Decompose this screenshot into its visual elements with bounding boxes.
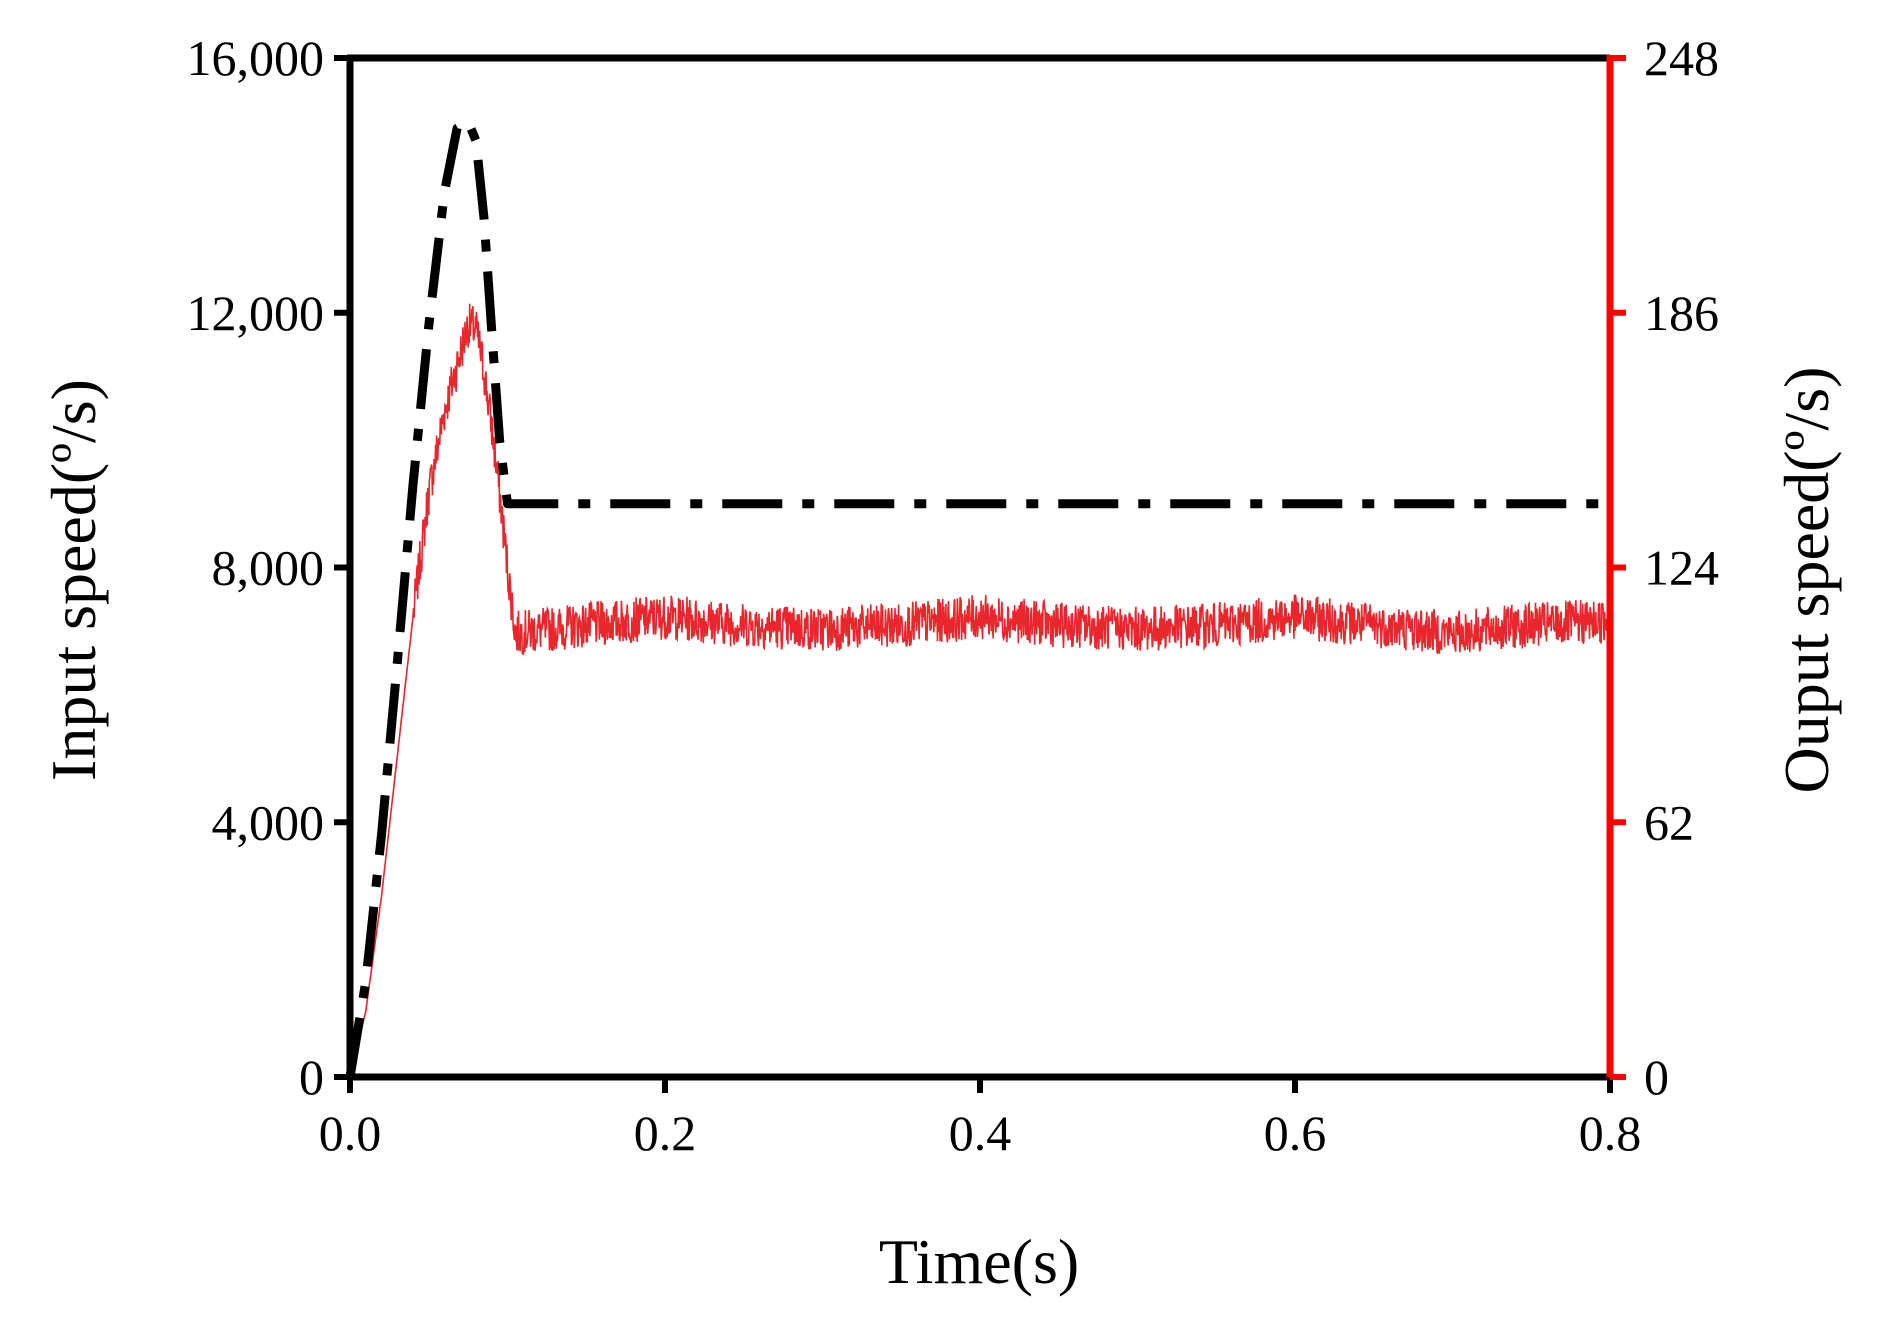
y-left-tick-label: 0: [299, 1049, 324, 1105]
x-tick-label: 0.0: [319, 1105, 382, 1161]
axes: [334, 54, 1626, 1093]
output-speed-line: [349, 303, 1611, 1078]
tick-labels: 0.0 0.2 0.4 0.6 0.804,0008,00012,00016,00006…: [187, 30, 1720, 1161]
y-right-tick-label: 0: [1644, 1049, 1669, 1105]
x-tick-label: 0.8: [1579, 1105, 1642, 1161]
y-right-tick-label: 124: [1644, 540, 1719, 596]
x-tick-label: 0.4: [949, 1105, 1012, 1161]
x-tick-label: 0.2: [634, 1105, 697, 1161]
y-left-tick-label: 16,000: [187, 30, 325, 86]
y-right-tick-label: 248: [1644, 30, 1719, 86]
x-tick-label: 0.6: [1264, 1105, 1327, 1161]
input-speed-line: [345, 117, 1610, 1078]
y-right-axis-title: Ouput speed(º/s): [1771, 367, 1842, 794]
y-left-tick-label: 12,000: [187, 285, 325, 341]
x-axis-title: Time(s): [879, 1226, 1079, 1297]
y-right-tick-label: 186: [1644, 285, 1719, 341]
y-left-tick-label: 4,000: [212, 794, 325, 850]
y-left-tick-label: 8,000: [212, 540, 325, 596]
plot-area: [345, 117, 1611, 1078]
y-left-axis-title: Input speed(º/s): [38, 379, 109, 781]
y-right-tick-label: 62: [1644, 794, 1694, 850]
